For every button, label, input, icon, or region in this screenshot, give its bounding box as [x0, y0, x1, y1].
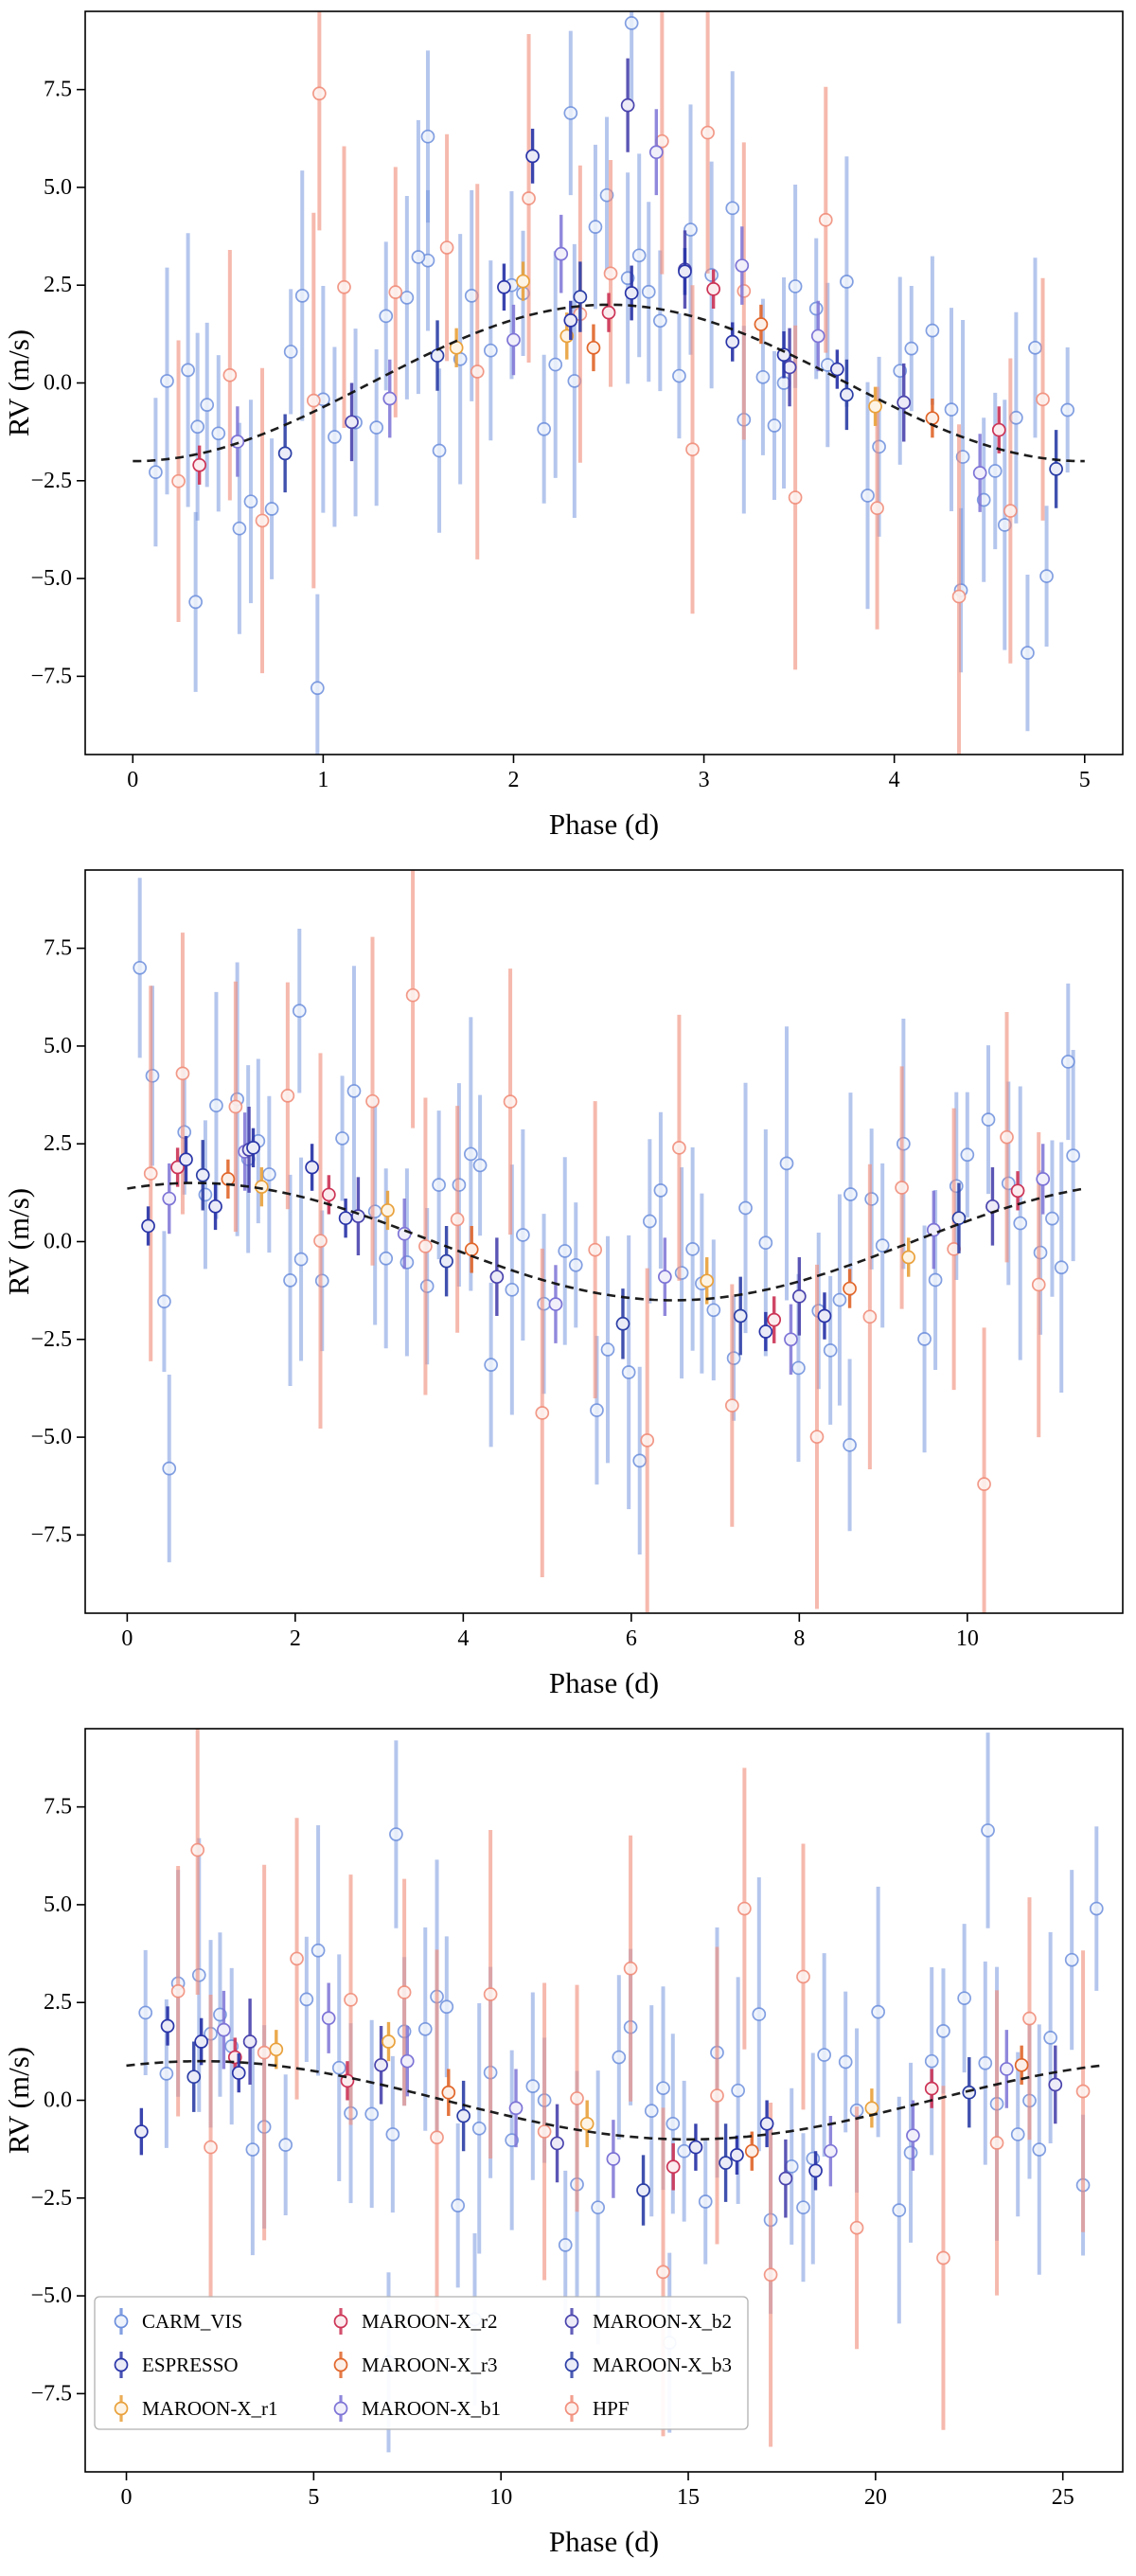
- y-tick-label: 5.0: [44, 175, 72, 200]
- x-tick-label: 5: [1079, 768, 1091, 792]
- legend-label: CARM_VIS: [142, 2310, 242, 2333]
- x-tick-label: 4: [457, 1626, 469, 1651]
- rv-panel-planet-1: 0 1 2 3 4 5 −7.5 −5.0 −2.5 0.0 2.5 5.0 7.5 Phase (d) R…: [0, 0, 1136, 859]
- x-tick-label: 10: [956, 1626, 979, 1651]
- y-tick-label: 2.5: [44, 1990, 72, 2015]
- y-tick-label: −2.5: [30, 469, 72, 493]
- x-axis-label: Phase (d): [549, 2525, 659, 2558]
- legend-marker-icon: [114, 2357, 129, 2372]
- legend-label: MAROON-X_b3: [593, 2354, 732, 2376]
- y-tick-label: 0.0: [44, 1230, 72, 1254]
- data-area: [126, 1729, 1104, 2453]
- x-tick-label: 2: [290, 1626, 301, 1651]
- x-axis-label: Phase (d): [549, 1666, 659, 1699]
- x-tick-label: 25: [1052, 2485, 1074, 2510]
- legend-label: MAROON-X_b2: [593, 2310, 732, 2333]
- x-tick-label: 8: [793, 1626, 805, 1651]
- x-tick-label: 0: [127, 768, 138, 792]
- y-tick-label: −7.5: [30, 2381, 72, 2406]
- legend-label: MAROON-X_r3: [362, 2354, 498, 2376]
- legend: CARM_VIS ESPRESSO MAROON-X_r1 MAROON-X_r2 MA…: [94, 2296, 749, 2430]
- data-area: [133, 11, 1085, 755]
- legend-label: MAROON-X_r1: [142, 2397, 278, 2420]
- y-tick-label: 2.5: [44, 1131, 72, 1156]
- model-curve: [127, 1181, 1086, 1302]
- x-tick-label: 6: [626, 1626, 637, 1651]
- rv-panel-planet-2: 0 2 4 6 8 10 −7.5 −5.0 −2.5 0.0 2.5 5.0 7.5 Phase (d)…: [0, 859, 1136, 1717]
- x-tick-label: 5: [308, 2485, 319, 2510]
- x-axis-label: Phase (d): [549, 808, 659, 841]
- legend-marker-icon: [333, 2357, 348, 2372]
- data-area: [127, 870, 1086, 1613]
- rv-phase-plot-planet-1: 0 1 2 3 4 5 −7.5 −5.0 −2.5 0.0 2.5 5.0 7.5 Phase (d) R…: [0, 0, 1136, 859]
- legend-marker-icon: [564, 2357, 579, 2372]
- y-tick-label: 5.0: [44, 1034, 72, 1058]
- rv-phase-plot-planet-3: 0 5 10 15 20 25 −7.5 −5.0 −2.5 0.0 2.5 5.0 7.5 Phase …: [0, 1717, 1136, 2576]
- y-tick-label: −2.5: [30, 2186, 72, 2211]
- legend-label: HPF: [593, 2397, 630, 2420]
- y-tick-label: 7.5: [44, 936, 72, 961]
- x-tick-label: 0: [121, 2485, 133, 2510]
- y-axis-label: RV (m/s): [2, 1188, 35, 1295]
- legend-label: MAROON-X_r2: [362, 2310, 498, 2333]
- rv-phase-plot-planet-2: 0 2 4 6 8 10 −7.5 −5.0 −2.5 0.0 2.5 5.0 7.5 Phase (d)…: [0, 859, 1136, 1717]
- y-tick-label: 2.5: [44, 273, 72, 297]
- y-tick-label: 7.5: [44, 1795, 72, 1820]
- legend-marker-icon: [114, 2314, 129, 2329]
- legend-marker-icon: [333, 2401, 348, 2416]
- legend-label: ESPRESSO: [142, 2354, 239, 2376]
- legend-marker-icon: [114, 2401, 129, 2416]
- x-tick-label: 3: [699, 768, 710, 792]
- y-tick-label: 0.0: [44, 371, 72, 396]
- x-tick-label: 20: [864, 2485, 887, 2510]
- x-tick-label: 15: [677, 2485, 700, 2510]
- rv-panel-planet-3: 0 5 10 15 20 25 −7.5 −5.0 −2.5 0.0 2.5 5.0 7.5 Phase …: [0, 1717, 1136, 2576]
- y-axis-label: RV (m/s): [2, 329, 35, 436]
- model-curve: [133, 303, 1085, 463]
- y-tick-label: −2.5: [30, 1327, 72, 1352]
- y-tick-label: −5.0: [30, 1425, 72, 1449]
- x-tick-label: 4: [889, 768, 900, 792]
- legend-marker-icon: [333, 2314, 348, 2329]
- x-tick-label: 0: [121, 1626, 133, 1651]
- legend-marker-icon: [564, 2314, 579, 2329]
- x-tick-label: 2: [507, 768, 519, 792]
- x-tick-label: 1: [317, 768, 328, 792]
- model-curve: [126, 2059, 1101, 2141]
- y-tick-label: 7.5: [44, 78, 72, 102]
- y-tick-label: −7.5: [30, 664, 72, 688]
- legend-box: [94, 2296, 749, 2430]
- y-tick-label: 5.0: [44, 1892, 72, 1917]
- y-tick-label: −5.0: [30, 566, 72, 591]
- y-tick-label: 0.0: [44, 2088, 72, 2113]
- x-tick-label: 10: [489, 2485, 512, 2510]
- legend-marker-icon: [564, 2401, 579, 2416]
- y-axis-label: RV (m/s): [2, 2047, 35, 2154]
- y-tick-label: −7.5: [30, 1522, 72, 1547]
- legend-label: MAROON-X_b1: [362, 2397, 501, 2420]
- y-tick-label: −5.0: [30, 2283, 72, 2308]
